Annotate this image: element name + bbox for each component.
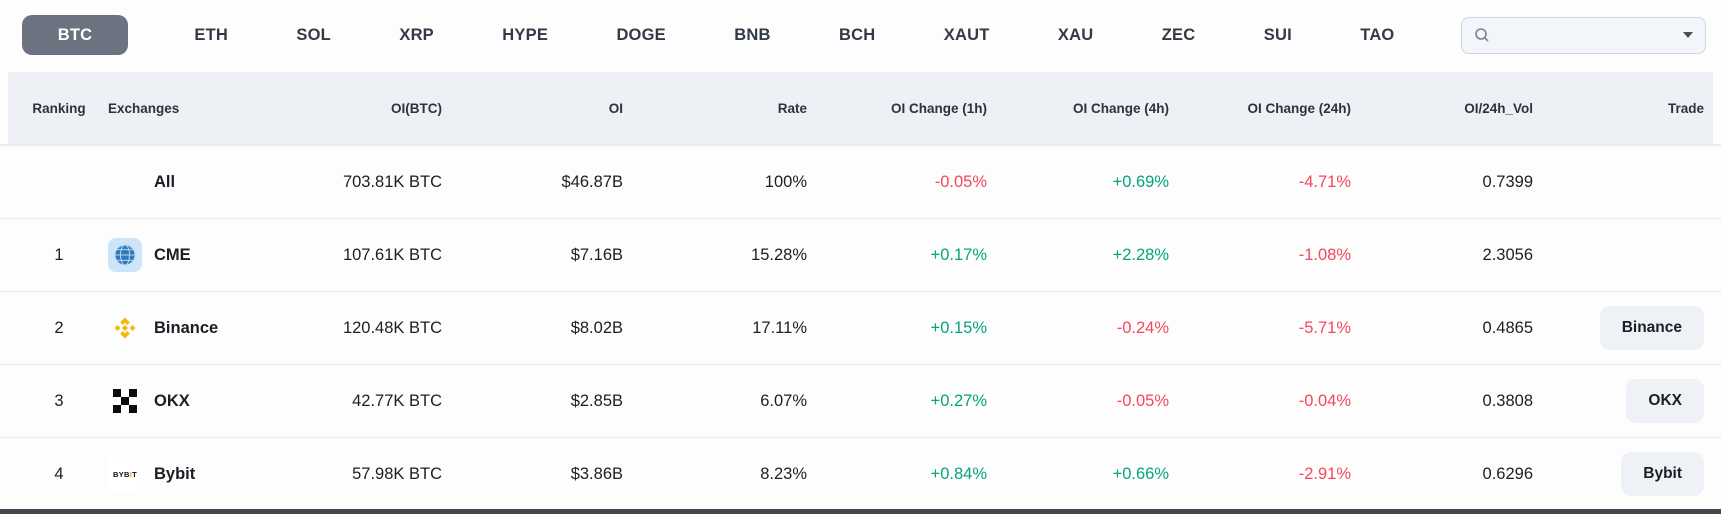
- col-oi-change-1h: OI Change (1h): [890, 100, 987, 116]
- change-4h-cell: -0.05%: [1116, 391, 1169, 410]
- search-input[interactable]: [1497, 26, 1675, 44]
- exchange-cell: All: [108, 165, 296, 199]
- rate-cell: 8.23%: [760, 464, 807, 483]
- rate-cell: 100%: [764, 172, 807, 191]
- change-24h-cell: -0.04%: [1298, 391, 1351, 410]
- oi-vol-cell: 0.7399: [1482, 172, 1533, 191]
- coin-search-box[interactable]: [1460, 16, 1706, 54]
- exchange-name: Binance: [154, 318, 219, 337]
- table-header: Ranking Exchanges OI(BTC) OI Rate OI Cha…: [0, 72, 1721, 145]
- bybit-icon: BYB I T: [108, 457, 142, 491]
- oi-vol-cell: 2.3056: [1482, 245, 1533, 264]
- tab-hype[interactable]: HYPE: [500, 18, 550, 53]
- trade-button-okx[interactable]: OKX: [1626, 379, 1704, 423]
- chevron-down-icon[interactable]: [1682, 32, 1693, 38]
- oi-vol-cell: 0.4865: [1482, 318, 1533, 337]
- tab-btc[interactable]: BTC: [22, 15, 128, 55]
- exchange-name: All: [154, 172, 176, 191]
- oi-btc-cell: 120.48K BTC: [342, 318, 442, 337]
- rate-cell: 15.28%: [751, 245, 807, 264]
- search-icon: [1475, 28, 1489, 42]
- table-row-bybit: 4 BYB I T Bybit 57.98K BTC $3.86B 8.23% +0…: [0, 437, 1721, 510]
- oi-cell: $8.02B: [570, 318, 623, 337]
- change-1h-cell: +0.17%: [930, 245, 987, 264]
- col-trade: Trade: [1667, 100, 1704, 116]
- rank-cell: 3: [54, 391, 64, 410]
- oi-btc-cell: 57.98K BTC: [352, 464, 442, 483]
- col-oi: OI: [608, 100, 623, 116]
- exchange-cell: OKX: [108, 384, 296, 418]
- oi-cell: $7.16B: [570, 245, 623, 264]
- table-row-all: All 703.81K BTC $46.87B 100% -0.05% +0.6…: [0, 145, 1721, 218]
- rate-cell: 6.07%: [760, 391, 807, 410]
- oi-cell: $2.85B: [570, 391, 623, 410]
- tab-sol[interactable]: SOL: [294, 18, 333, 53]
- oi-btc-cell: 42.77K BTC: [352, 391, 442, 410]
- rank-cell: 4: [54, 464, 64, 483]
- binance-icon: [108, 311, 142, 345]
- change-4h-cell: -0.24%: [1116, 318, 1169, 337]
- col-rate: Rate: [777, 100, 807, 116]
- coin-tabbar: BTC ETH SOL XRP HYPE DOGE BNB BCH XAUT X…: [0, 0, 1721, 64]
- exchange-cell: BYB I T Bybit: [108, 457, 296, 491]
- change-4h-cell: +0.66%: [1112, 464, 1169, 483]
- trade-button-binance[interactable]: Binance: [1599, 306, 1704, 350]
- change-24h-cell: -4.71%: [1298, 172, 1351, 191]
- trade-button-bybit[interactable]: Bybit: [1621, 452, 1704, 496]
- bottom-divider-bar: [0, 509, 1721, 514]
- tab-zec[interactable]: ZEC: [1160, 18, 1198, 53]
- cme-icon: [108, 238, 142, 272]
- tab-doge[interactable]: DOGE: [614, 18, 667, 53]
- oi-btc-cell: 107.61K BTC: [342, 245, 442, 264]
- change-24h-cell: -2.91%: [1298, 464, 1351, 483]
- tab-bch[interactable]: BCH: [837, 18, 877, 53]
- table-row-okx: 3 OKX 42.77K BTC $2.85B 6.07% +0.27% -0.…: [0, 364, 1721, 437]
- exchange-name: CME: [154, 245, 191, 264]
- tab-bnb[interactable]: BNB: [732, 18, 772, 53]
- tab-sui[interactable]: SUI: [1262, 18, 1294, 53]
- trade-cell: Bybit: [1533, 452, 1721, 496]
- change-1h-cell: +0.84%: [930, 464, 987, 483]
- change-24h-cell: -1.08%: [1298, 245, 1351, 264]
- exchange-name: Bybit: [154, 464, 196, 483]
- oi-vol-cell: 0.3808: [1482, 391, 1533, 410]
- col-oi-change-24h: OI Change (24h): [1247, 100, 1351, 116]
- tab-xrp[interactable]: XRP: [397, 18, 436, 53]
- exchange-cell: CME: [108, 238, 296, 272]
- rank-cell: 1: [54, 245, 64, 264]
- change-1h-cell: +0.15%: [930, 318, 987, 337]
- oi-btc-cell: 703.81K BTC: [342, 172, 442, 191]
- trade-cell: OKX: [1533, 379, 1721, 423]
- col-ranking: Ranking: [32, 100, 86, 116]
- tab-tao[interactable]: TAO: [1358, 18, 1396, 53]
- table-row-binance: 2 Binance 120.48K BTC $8.02B 17.11% +0.1…: [0, 291, 1721, 364]
- change-24h-cell: -5.71%: [1298, 318, 1351, 337]
- tab-eth[interactable]: ETH: [192, 18, 230, 53]
- col-oi-24h-vol: OI/24h_Vol: [1464, 100, 1533, 116]
- oi-vol-cell: 0.6296: [1482, 464, 1533, 483]
- tab-xaut[interactable]: XAUT: [942, 18, 992, 53]
- change-1h-cell: -0.05%: [934, 172, 987, 191]
- change-1h-cell: +0.27%: [930, 391, 987, 410]
- trade-cell: Binance: [1533, 306, 1721, 350]
- table-row-cme: 1 CME 107.61K BTC $7.16B 15.28% +0.17% +…: [0, 218, 1721, 291]
- change-4h-cell: +2.28%: [1112, 245, 1169, 264]
- rank-cell: 2: [54, 318, 64, 337]
- okx-icon: [108, 384, 142, 418]
- rate-cell: 17.11%: [752, 318, 807, 337]
- tab-xau[interactable]: XAU: [1056, 18, 1095, 53]
- change-4h-cell: +0.69%: [1112, 172, 1169, 191]
- col-oi-change-4h: OI Change (4h): [1072, 100, 1169, 116]
- col-oi-btc: OI(BTC): [391, 100, 442, 116]
- oi-cell: $3.86B: [570, 464, 623, 483]
- exchange-name: OKX: [154, 391, 190, 410]
- oi-cell: $46.87B: [561, 172, 623, 191]
- exchange-cell: Binance: [108, 311, 296, 345]
- col-exchanges: Exchanges: [108, 100, 180, 116]
